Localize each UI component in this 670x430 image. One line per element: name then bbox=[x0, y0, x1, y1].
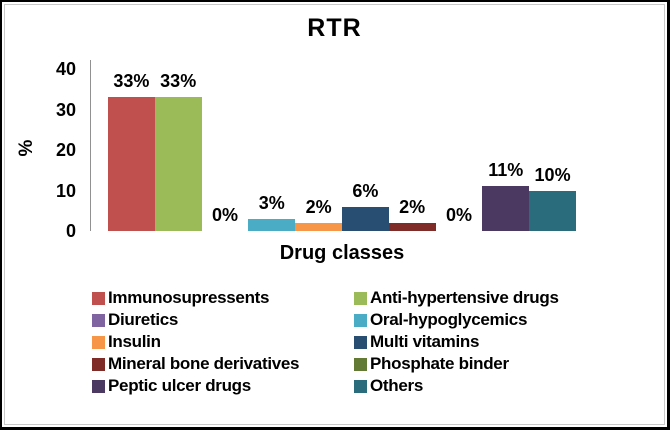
legend-swatch-icon bbox=[354, 379, 367, 393]
bar-value-label: 2% bbox=[305, 196, 332, 217]
legend-swatch-icon bbox=[354, 357, 367, 371]
y-tick-label: 0 bbox=[65, 221, 76, 241]
bar-slot-phosphate-binder: 0% bbox=[436, 60, 483, 231]
bar-slot-mineral-bone-derivatives: 2% bbox=[388, 60, 436, 231]
y-tick-label: 20 bbox=[55, 140, 76, 160]
legend-item-diuretics: Diuretics bbox=[92, 309, 354, 331]
legend-item-others: Others bbox=[354, 375, 622, 397]
legend-item-mineral-bone-derivatives: Mineral bone derivatives bbox=[92, 353, 354, 375]
bar-slot-oral-hypoglycemics: 3% bbox=[248, 60, 296, 231]
legend-label: Peptic ulcer drugs bbox=[108, 376, 251, 395]
legend-item-peptic-ulcer-drugs: Peptic ulcer drugs bbox=[92, 375, 354, 397]
y-tick-label: 10 bbox=[55, 180, 76, 201]
legend: Immunosupressents Anti-hypertensive drugs… bbox=[92, 287, 622, 397]
bar-value-label: 33% bbox=[113, 71, 150, 92]
plot-area: 33% 33% 0% 3% 2% 6% 2% 0% 11% 10% bbox=[108, 60, 576, 231]
legend-label: Insulin bbox=[108, 332, 161, 351]
bar-value-label: 10% bbox=[534, 164, 571, 185]
bar bbox=[154, 97, 202, 231]
y-axis-title: % bbox=[16, 139, 37, 157]
legend-label: Oral-hypoglycemics bbox=[370, 310, 528, 329]
x-axis-title: Drug classes bbox=[279, 242, 405, 264]
legend-item-immunosupressents: Immunosupressents bbox=[92, 287, 354, 309]
bar-value-label: 3% bbox=[258, 192, 285, 213]
bar-value-label: 0% bbox=[445, 205, 472, 225]
legend-swatch-icon bbox=[92, 313, 105, 327]
legend-item-anti-hypertensive-drugs: Anti-hypertensive drugs bbox=[354, 287, 622, 309]
legend-item-insulin: Insulin bbox=[92, 331, 354, 353]
legend-label: Phosphate binder bbox=[370, 354, 509, 373]
bar bbox=[529, 190, 576, 231]
bar-value-label: 11% bbox=[488, 160, 524, 181]
legend-item-multi-vitamins: Multi vitamins bbox=[354, 331, 622, 353]
bar-value-label: 33% bbox=[160, 71, 197, 92]
bar-slot-anti-hypertensive-drugs: 33% bbox=[154, 60, 202, 231]
legend-swatch-icon bbox=[92, 379, 105, 393]
bar-value-label: 0% bbox=[211, 205, 238, 225]
bar-value-label: 2% bbox=[399, 196, 426, 217]
bar-slot-peptic-ulcer-drugs: 11% bbox=[482, 60, 530, 231]
legend-swatch-icon bbox=[354, 313, 367, 327]
bar bbox=[108, 97, 155, 231]
bar bbox=[248, 218, 296, 231]
bar-slot-insulin: 2% bbox=[295, 60, 342, 231]
legend-swatch-icon bbox=[92, 357, 105, 371]
bar-slot-diuretics: 0% bbox=[202, 60, 249, 231]
legend-label: Mineral bone derivatives bbox=[108, 354, 300, 373]
chart-title: RTR bbox=[307, 14, 362, 42]
y-tick-label: 30 bbox=[55, 99, 76, 120]
legend-swatch-icon bbox=[92, 335, 105, 349]
legend-item-oral-hypoglycemics: Oral-hypoglycemics bbox=[354, 309, 622, 331]
bar bbox=[388, 222, 436, 231]
legend-label: Anti-hypertensive drugs bbox=[370, 288, 559, 307]
legend-label: Diuretics bbox=[108, 310, 179, 329]
bar bbox=[341, 206, 389, 231]
legend-label: Others bbox=[370, 376, 423, 395]
legend-label: Immunosupressents bbox=[108, 288, 270, 307]
bar-slot-others: 10% bbox=[529, 60, 576, 231]
legend-label: Multi vitamins bbox=[370, 332, 480, 351]
legend-swatch-icon bbox=[354, 291, 367, 305]
legend-item-phosphate-binder: Phosphate binder bbox=[354, 353, 622, 375]
y-axis-line bbox=[90, 60, 91, 231]
bar bbox=[482, 186, 530, 231]
legend-swatch-icon bbox=[92, 291, 105, 305]
bar-slot-multi-vitamins: 6% bbox=[341, 60, 389, 231]
bar-value-label: 6% bbox=[352, 180, 379, 201]
bar bbox=[295, 222, 342, 231]
y-tick-label: 40 bbox=[55, 59, 76, 79]
legend-swatch-icon bbox=[354, 335, 367, 349]
bar-slot-immunosupressents: 33% bbox=[108, 60, 155, 231]
